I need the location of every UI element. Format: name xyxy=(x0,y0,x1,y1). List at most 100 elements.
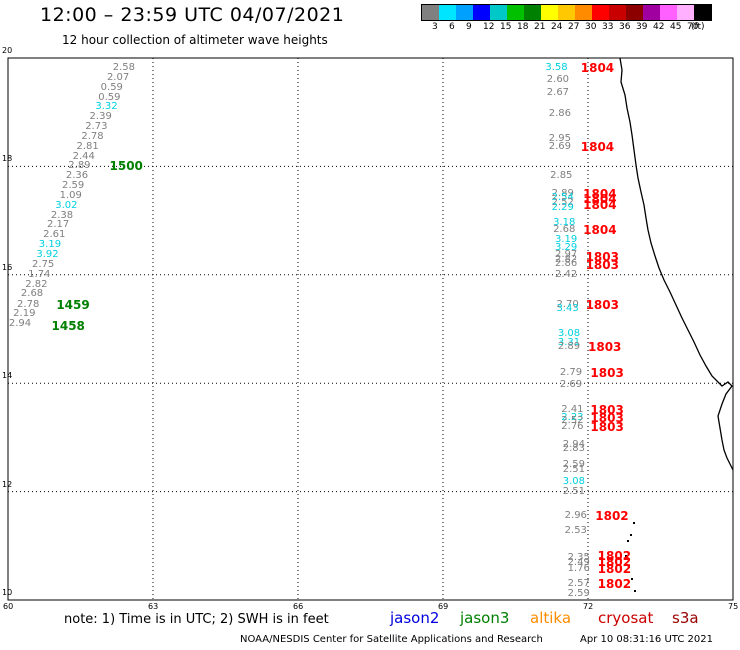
legend-swatch xyxy=(490,5,507,20)
swh-value-label: 2.57 xyxy=(567,577,590,589)
island-mark xyxy=(634,590,636,592)
swh-value-label: 3.31 xyxy=(557,336,581,348)
island-mark xyxy=(631,578,633,580)
satellite-s3a: s3a xyxy=(672,609,699,627)
swh-value-label: 2.68 xyxy=(20,288,44,300)
legend-label: 27 xyxy=(568,22,580,32)
swh-value-label: 3.32 xyxy=(95,101,118,113)
swh-value-label: 2.07 xyxy=(106,71,130,83)
credit-line: NOAA/NESDIS Center for Satellite Applica… xyxy=(240,634,543,645)
swh-value-label: 2.67 xyxy=(546,86,570,98)
swh-value-label: 2.29 xyxy=(551,202,574,214)
legend-label: 18 xyxy=(517,22,529,32)
swh-value-label: 2.75 xyxy=(32,259,55,271)
swh-value-label: 2.79 xyxy=(559,367,583,379)
legend-swatch xyxy=(575,5,592,20)
swh-value-label: 2.49 xyxy=(567,557,590,569)
legend-label: 6 xyxy=(449,22,455,32)
legend-swatch xyxy=(643,5,660,20)
legend-label: 36 xyxy=(619,22,631,32)
swh-value-label: 2.82 xyxy=(555,254,578,266)
swh-value-label: 2.39 xyxy=(89,111,112,123)
swh-value-label: 3.08 xyxy=(557,327,581,339)
swh-value-label: 2.73 xyxy=(85,120,108,132)
swh-value-label: 2.68 xyxy=(553,224,576,236)
pass-time-label: 1803 xyxy=(585,297,619,312)
swh-value-label: 2.86 xyxy=(555,257,578,269)
page-subtitle: 12 hour collection of altimeter wave hei… xyxy=(62,33,328,47)
pass-time-label: 1803 xyxy=(585,258,619,273)
pass-time-label: 1458 xyxy=(51,318,85,333)
coastline xyxy=(619,57,734,592)
legend-swatch xyxy=(473,5,490,20)
swh-value-label: 2.95 xyxy=(548,133,571,145)
pass-time-label: 1804 xyxy=(580,60,615,75)
swh-value-label: 2.52 xyxy=(551,197,574,209)
satellite-altika: altika xyxy=(530,609,572,627)
swh-value-label: 2.94 xyxy=(8,318,32,330)
swh-value-label: 2.52 xyxy=(561,415,584,427)
map-frame xyxy=(7,57,734,601)
swh-value-label: 2.83 xyxy=(562,443,585,455)
pass-time-label: 1804 xyxy=(583,223,617,238)
swh-value-label: 2.53 xyxy=(564,525,587,537)
swh-value-label: 2.78 xyxy=(81,130,104,142)
coastline-path xyxy=(619,57,734,471)
swh-value-label: 3.02 xyxy=(55,199,78,211)
swh-value-label: 0.59 xyxy=(100,81,123,93)
swh-value-label: 2.81 xyxy=(76,140,99,152)
island-mark xyxy=(625,555,627,557)
pass-time-label: 1802 xyxy=(595,508,629,523)
swh-value-label: 2.82 xyxy=(25,278,48,290)
legend-swatch xyxy=(626,5,643,20)
legend-label: (ft) xyxy=(691,22,705,32)
swh-value-label: 2.59 xyxy=(562,458,585,470)
legend-swatch xyxy=(524,5,541,20)
y-tick-label: 18 xyxy=(2,154,13,164)
legend-label: 30 xyxy=(585,22,597,32)
swh-value-label: 2.58 xyxy=(112,61,136,73)
swh-value-label: 2.38 xyxy=(50,209,74,221)
legend-swatch xyxy=(558,5,575,20)
legend-label: 70 xyxy=(687,22,699,32)
swh-value-label: 2.69 xyxy=(548,140,571,152)
swh-value-label: 2.41 xyxy=(561,404,584,416)
legend-label: 15 xyxy=(500,22,512,32)
swh-value-label: 2.19 xyxy=(13,308,36,320)
pass-time-label: 1500 xyxy=(109,159,143,174)
swh-value-label: 0.59 xyxy=(98,91,121,103)
swh-value-label: 2.69 xyxy=(559,379,583,391)
swh-value-label: 3.19 xyxy=(555,234,578,246)
swh-value-label: 1.76 xyxy=(567,563,590,575)
legend-swatch xyxy=(422,5,439,20)
pass-time-label: 1802 xyxy=(597,576,632,591)
map-grid xyxy=(7,57,734,601)
swh-value-label: 2.35 xyxy=(567,552,590,564)
y-tick-label: 14 xyxy=(2,371,13,381)
swh-value-label: 2.23 xyxy=(561,411,584,423)
legend-label: 45 xyxy=(670,22,682,32)
footnote: note: 1) Time is in UTC; 2) SWH is in fe… xyxy=(64,612,329,627)
generated-timestamp: Apr 10 08:31:16 UTC 2021 xyxy=(580,634,713,645)
swh-value-label: 2.51 xyxy=(562,464,585,476)
color-scale-legend xyxy=(421,4,712,21)
swh-value-label: 1.09 xyxy=(59,190,82,202)
swh-value-label: 2.17 xyxy=(47,219,70,231)
page-title: 12:00 – 23:59 UTC 04/07/2021 xyxy=(40,4,345,26)
island-mark xyxy=(633,522,635,524)
legend-swatch xyxy=(439,5,456,20)
swh-value-label: 2.61 xyxy=(43,229,66,241)
legend-label: 39 xyxy=(636,22,648,32)
legend-label: 12 xyxy=(483,22,495,32)
legend-swatch xyxy=(456,5,473,20)
legend-swatch xyxy=(660,5,677,20)
wave-height-map[interactable] xyxy=(0,0,740,605)
swh-value-label: 2.89 xyxy=(68,160,91,172)
pass-time-label: 1803 xyxy=(590,403,624,418)
swh-value-label: 2.42 xyxy=(555,268,578,280)
pass-time-label: 1802 xyxy=(597,562,632,577)
swh-value-label: 3.08 xyxy=(562,475,585,487)
legend-label: 3 xyxy=(432,22,438,32)
x-tick-label: 72 xyxy=(583,602,594,611)
swh-value-label: 1.74 xyxy=(28,268,51,280)
